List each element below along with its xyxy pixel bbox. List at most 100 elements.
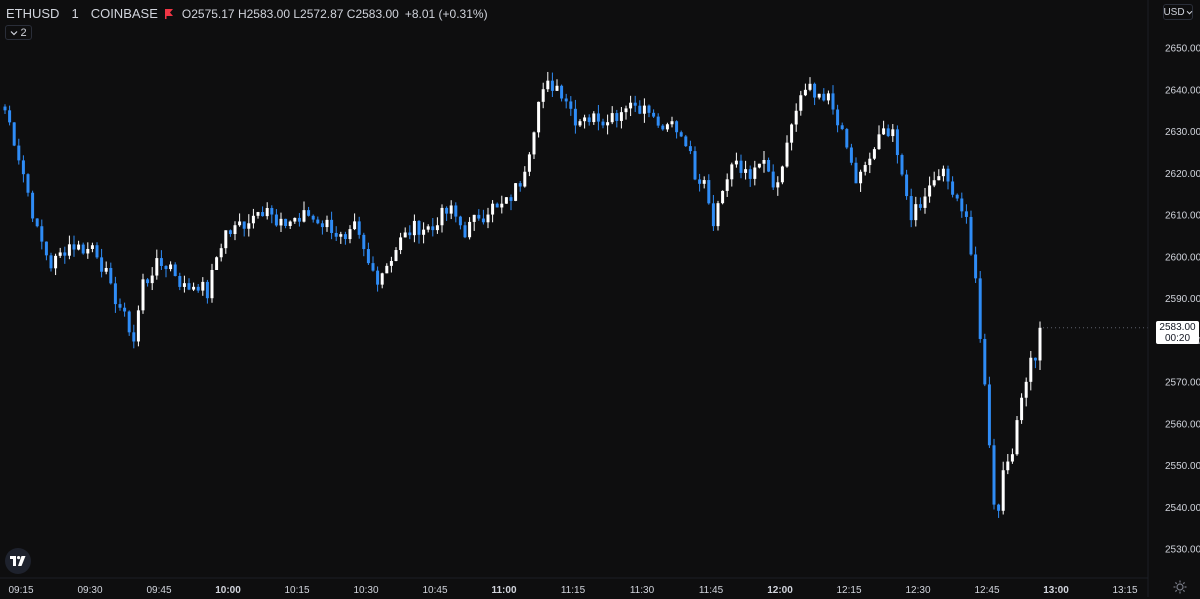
- price-tick-label: 2560.00: [1165, 419, 1200, 430]
- candle-up: [256, 212, 260, 216]
- time-tick-label: 13:00: [1043, 585, 1069, 596]
- indicators-collapse-button[interactable]: 2: [5, 25, 32, 40]
- time-tick-label: 12:15: [836, 585, 861, 596]
- candle-down: [316, 219, 320, 224]
- candle-up: [58, 252, 62, 256]
- bar-countdown: 00:20: [1164, 333, 1191, 344]
- candle-down: [679, 132, 683, 137]
- candle-up: [1010, 454, 1014, 462]
- candle-down: [270, 208, 274, 215]
- candle-down: [900, 155, 904, 175]
- candle-down: [739, 160, 743, 173]
- candle-down: [40, 226, 44, 242]
- candle-up: [77, 244, 81, 250]
- candle-down: [767, 159, 771, 172]
- candle-up: [150, 275, 154, 284]
- candle-up: [532, 132, 536, 155]
- ohlc-values: O2575.17 H2583.00 L2572.87 C2583.00: [182, 7, 399, 21]
- candle-down: [675, 121, 679, 133]
- candle-down: [187, 283, 191, 290]
- candle-down: [661, 125, 665, 130]
- candle-up: [514, 183, 518, 201]
- last-price-value: 2583.00: [1159, 322, 1196, 333]
- candle-down: [905, 174, 909, 197]
- time-tick-label: 12:30: [905, 585, 930, 596]
- candle-up: [1024, 381, 1028, 398]
- currency-selector[interactable]: USD: [1163, 4, 1193, 20]
- gear-icon[interactable]: [1173, 580, 1187, 594]
- candle-down: [951, 181, 955, 195]
- candle-up: [578, 121, 582, 126]
- candle-down: [81, 244, 85, 254]
- candle-down: [711, 203, 715, 227]
- candle-up: [67, 244, 71, 256]
- candle-down: [261, 212, 265, 217]
- symbol-name[interactable]: ETHUSD: [6, 6, 60, 21]
- candle-up: [619, 112, 623, 121]
- time-tick-label: 12:45: [974, 585, 999, 596]
- candle-down: [284, 218, 288, 226]
- candle-down: [408, 232, 412, 236]
- price-tick-label: 2620.00: [1165, 169, 1200, 180]
- candle-up: [882, 128, 886, 135]
- candle-up: [288, 221, 292, 226]
- exchange-name[interactable]: COINBASE: [90, 6, 158, 21]
- time-axis[interactable]: 09:15 09:30 09:45 10:00 10:15 10:30 10:45 11:00…: [8, 585, 1137, 596]
- candle-up: [780, 166, 784, 183]
- candle-up: [610, 113, 614, 123]
- candle-down: [458, 216, 462, 226]
- price-tick-label: 2640.00: [1165, 85, 1200, 96]
- time-tick-label: 09:45: [146, 585, 171, 596]
- price-tick-label: 2630.00: [1165, 127, 1200, 138]
- candle-down: [822, 93, 826, 101]
- candle-down: [3, 106, 7, 111]
- candle-down: [118, 304, 122, 308]
- candle-down: [63, 252, 67, 256]
- candle-up: [238, 221, 242, 226]
- tradingview-logo-icon[interactable]: [5, 548, 31, 574]
- price-tick-label: 2610.00: [1165, 211, 1200, 222]
- candle-up: [339, 234, 343, 237]
- chevron-down-icon: [1186, 7, 1193, 18]
- candle-up: [394, 250, 398, 261]
- candle-down: [95, 245, 99, 258]
- candle-down: [366, 249, 370, 264]
- candle-up: [399, 237, 403, 251]
- candle-up: [192, 286, 196, 290]
- candle-up: [90, 245, 94, 249]
- candle-down: [509, 197, 513, 201]
- price-tick-label: 2540.00: [1165, 503, 1200, 514]
- candle-up: [762, 159, 766, 164]
- candle-down: [178, 275, 182, 287]
- candle-down: [242, 221, 246, 229]
- time-tick-label: 11:30: [630, 585, 655, 596]
- candle-up: [219, 248, 223, 258]
- candle-down: [997, 504, 1001, 511]
- candle-up: [725, 179, 729, 191]
- candle-down: [895, 129, 899, 156]
- candle-down: [638, 105, 642, 114]
- candle-down: [109, 267, 113, 284]
- open-value: 2575.17: [191, 6, 235, 21]
- currency-label: USD: [1163, 6, 1185, 18]
- candle-down: [647, 105, 651, 113]
- price-tick-label: 2590.00: [1165, 294, 1200, 305]
- candle-down: [17, 145, 21, 161]
- candle-up: [1015, 420, 1019, 455]
- price-tick-label: 2600.00: [1165, 252, 1200, 263]
- candle-up: [928, 185, 932, 197]
- candle-up: [353, 221, 357, 230]
- candle-down: [205, 281, 209, 299]
- candle-up: [224, 230, 228, 249]
- flag-icon[interactable]: [164, 8, 174, 19]
- candle-down: [320, 223, 324, 228]
- interval-label[interactable]: 1: [71, 6, 79, 21]
- candle-up: [734, 160, 738, 165]
- candle-down: [159, 258, 163, 266]
- low-label: L: [293, 6, 301, 21]
- candle-down: [564, 98, 568, 102]
- candle-down: [964, 211, 968, 217]
- candle-down: [26, 174, 30, 193]
- candle-up: [537, 101, 541, 133]
